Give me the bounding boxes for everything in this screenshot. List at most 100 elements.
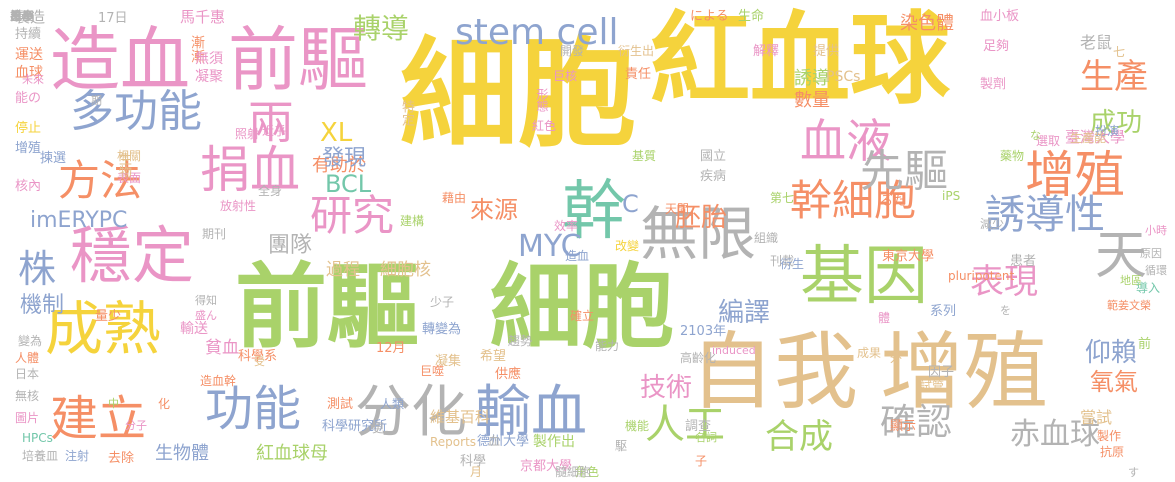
- cloud-word: 成功: [1090, 108, 1143, 138]
- cloud-word: 圖片: [15, 411, 40, 425]
- cloud-word: 注射: [65, 449, 90, 463]
- cloud-word: 生產: [1080, 57, 1148, 97]
- cloud-word: 體: [878, 311, 891, 325]
- cloud-word: 藉由: [442, 191, 467, 205]
- cloud-word: 前: [1138, 337, 1152, 352]
- cloud-word: 解釋: [753, 44, 780, 59]
- cloud-word: 來源: [470, 196, 518, 224]
- cloud-word: 建構: [400, 214, 425, 228]
- cloud-word: 血球: [15, 65, 43, 81]
- cloud-word: 第七: [770, 191, 795, 205]
- cloud-word: 改變: [615, 239, 640, 253]
- cloud-word: 細胞: [490, 254, 675, 361]
- cloud-word: 特定: [399, 100, 414, 126]
- cloud-word: 科學: [460, 454, 487, 469]
- cloud-word: 紅血球: [650, 1, 950, 118]
- cloud-word: 地區: [1120, 274, 1142, 287]
- cloud-word: 臺灣大學: [1065, 128, 1126, 146]
- cloud-word: 期: [91, 94, 102, 107]
- cloud-word: 能の: [15, 91, 42, 106]
- cloud-word: 合成: [765, 417, 833, 457]
- cloud-word: 轉變為: [422, 322, 462, 337]
- cloud-word: 功能: [205, 381, 302, 437]
- cloud-word: PSCs: [826, 69, 861, 85]
- cloud-word: 維基百科: [430, 408, 491, 426]
- cloud-word: 老鼠: [1080, 33, 1113, 52]
- cloud-word: imERYPC: [30, 208, 128, 233]
- cloud-word: るた: [880, 194, 907, 209]
- cloud-word: MYC: [518, 229, 582, 264]
- cloud-word: 國立: [700, 149, 727, 164]
- cloud-word: 效率: [554, 219, 579, 233]
- cloud-word: 期刊: [202, 227, 227, 241]
- cloud-word: 選取: [1036, 134, 1061, 148]
- cloud-word: 團隊: [268, 233, 313, 258]
- cloud-word: 月: [470, 465, 483, 479]
- cloud-word: 持續: [15, 27, 42, 42]
- cloud-word: 凝聚: [195, 69, 223, 85]
- cloud-word: 天間: [665, 202, 690, 216]
- cloud-word: 多功能: [70, 86, 202, 137]
- cloud-word: 循環: [1145, 264, 1167, 277]
- cloud-word: 造血: [565, 249, 590, 263]
- cloud-word: 巨核: [553, 69, 578, 83]
- cloud-word: XL: [320, 118, 353, 148]
- cloud-word: 星期: [10, 9, 35, 23]
- cloud-word: 天: [1095, 226, 1148, 286]
- cloud-word: 血小板: [980, 9, 1020, 24]
- cloud-word: 造血: [50, 19, 190, 101]
- cloud-word: 顯示: [890, 419, 917, 434]
- cloud-word: 形態: [535, 88, 549, 112]
- cloud-word: 製作出: [533, 434, 575, 450]
- cloud-word: 前驅: [235, 254, 420, 361]
- cloud-word: iPS: [942, 189, 961, 203]
- cloud-word: BCL: [325, 170, 372, 198]
- cloud-word: 角色: [575, 465, 600, 479]
- cloud-word: 刊載: [770, 254, 795, 268]
- cloud-word: 照射: [235, 127, 260, 141]
- cloud-word: 原因: [1140, 247, 1162, 260]
- cloud-word: 捐血: [200, 141, 300, 199]
- cloud-word: induced: [712, 344, 756, 357]
- cloud-word: る: [10, 9, 23, 23]
- cloud-word: 發現: [322, 146, 367, 171]
- cloud-word: 人類: [380, 397, 405, 411]
- cloud-word: 中: [108, 397, 119, 410]
- cloud-word: 提供: [813, 44, 840, 59]
- cloud-word: 數量: [794, 90, 830, 111]
- cloud-word: 分化: [355, 380, 467, 445]
- cloud-word: 增殖: [15, 141, 42, 156]
- cloud-word: 貧血: [205, 338, 239, 358]
- cloud-word: 藥物: [1000, 149, 1025, 163]
- cloud-word: stem cell: [455, 12, 619, 53]
- cloud-word: 成熟: [45, 295, 162, 363]
- cloud-word: 希望: [480, 349, 507, 364]
- cloud-word: HPCs: [22, 431, 53, 445]
- cloud-word: 血液: [800, 114, 892, 168]
- cloud-word: 科學系: [238, 349, 278, 364]
- cloud-word: 德州大學: [477, 434, 530, 449]
- cloud-word: 自我: [690, 323, 859, 421]
- cloud-word: 基質: [632, 149, 657, 163]
- cloud-word: 駆: [615, 439, 628, 453]
- cloud-word: 疾病: [700, 169, 727, 184]
- cloud-word: 仰賴: [1085, 338, 1138, 368]
- cloud-word: 趨勢: [508, 334, 533, 348]
- cloud-word: 幹細胞: [790, 176, 917, 225]
- cloud-word: 無核: [15, 389, 40, 403]
- cloud-word: 生產能: [1070, 131, 1107, 145]
- cloud-word: 名詞: [695, 431, 717, 444]
- cloud-word: 全身: [258, 184, 283, 198]
- cloud-word: 編譯: [718, 298, 771, 328]
- cloud-word: 原本: [10, 9, 35, 23]
- cloud-word: 嘗試: [1080, 408, 1113, 427]
- cloud-word: 染色體: [900, 13, 954, 34]
- cloud-word: 生物: [116, 152, 131, 178]
- cloud-word: 17日: [98, 11, 128, 26]
- cloud-word: 12月: [376, 341, 406, 356]
- cloud-word: 受: [254, 355, 265, 368]
- cloud-word: 培養皿: [22, 449, 59, 463]
- cloud-word: 分子: [125, 419, 147, 432]
- cloud-word: 增殖: [880, 323, 1049, 421]
